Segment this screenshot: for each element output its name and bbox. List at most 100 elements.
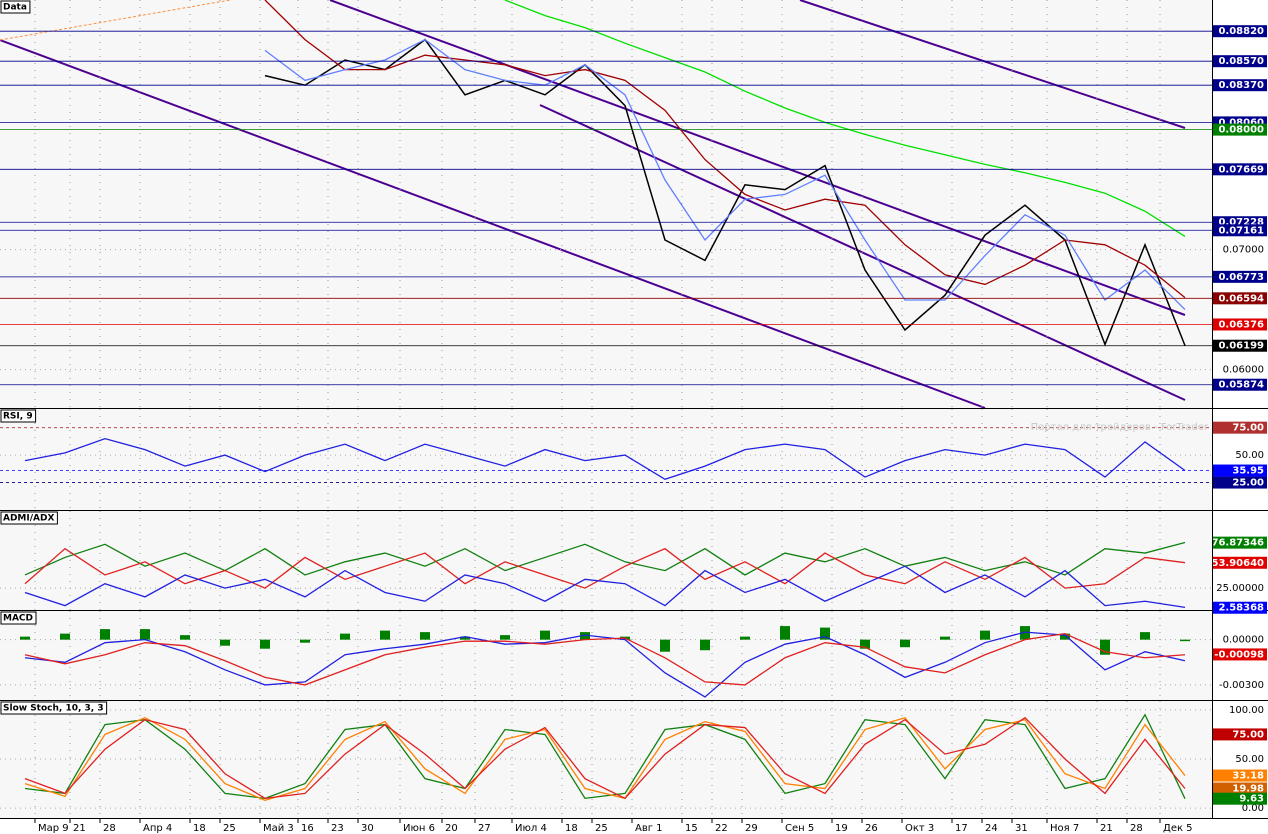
level-label: 0.07669 bbox=[1218, 164, 1264, 175]
series-line bbox=[24, 437, 1186, 480]
x-tick-label: Окт 3 bbox=[905, 823, 934, 834]
panel-title-box bbox=[0, 409, 37, 423]
x-tick-label: 18 bbox=[565, 823, 578, 834]
histogram-bar bbox=[260, 639, 270, 649]
histogram-bar bbox=[860, 639, 870, 649]
x-tick-label: Май 3 bbox=[263, 823, 294, 834]
histogram-bar bbox=[1060, 633, 1070, 640]
level-label-box bbox=[1213, 339, 1267, 352]
level-label-box bbox=[1213, 79, 1267, 92]
histogram-bar bbox=[20, 636, 30, 640]
trend-line bbox=[0, 0, 231, 41]
x-tick-label: 22 bbox=[715, 823, 728, 834]
level-label: 33.18 bbox=[1232, 771, 1264, 782]
level-label-box bbox=[1213, 163, 1267, 176]
histogram-bar bbox=[1180, 639, 1190, 642]
histogram-bar bbox=[740, 636, 750, 640]
plot-background bbox=[0, 0, 1212, 834]
x-tick-label: Июн 6 bbox=[403, 823, 435, 834]
level-label-box bbox=[1213, 464, 1267, 477]
x-tick-label: 30 bbox=[361, 823, 374, 834]
x-tick-label: 25 bbox=[223, 823, 236, 834]
histogram-bar bbox=[1100, 639, 1110, 655]
x-tick-label: Апр 4 bbox=[143, 823, 172, 834]
x-tick-label: Июл 4 bbox=[515, 823, 547, 834]
level-label-box bbox=[1213, 421, 1267, 434]
level-label: 0.06199 bbox=[1218, 341, 1264, 352]
level-label-box bbox=[1213, 601, 1267, 614]
panel-title: RSI, 9 bbox=[3, 412, 33, 422]
histogram-bar bbox=[60, 633, 70, 640]
level-label: 35.95 bbox=[1232, 466, 1264, 477]
panel-title: Slow Stoch, 10, 3, 3 bbox=[3, 704, 104, 714]
x-tick-label: 19 bbox=[835, 823, 848, 834]
level-label-box bbox=[1213, 224, 1267, 237]
histogram-bar bbox=[460, 636, 470, 640]
level-label-box bbox=[1213, 55, 1267, 68]
histogram-bar bbox=[580, 632, 590, 640]
x-tick-label: Мар 9 bbox=[38, 823, 69, 834]
level-label-box bbox=[1213, 378, 1267, 391]
x-tick-label: Дек 5 bbox=[1163, 823, 1193, 834]
histogram-bar bbox=[380, 630, 390, 640]
histogram-bar bbox=[1020, 626, 1030, 640]
y-tick-label: 50.00 bbox=[1235, 450, 1264, 461]
x-tick-label: 28 bbox=[103, 823, 116, 834]
series-line bbox=[24, 716, 1186, 800]
level-label: 9.63 bbox=[1239, 794, 1264, 805]
level-label: 0.08000 bbox=[1218, 125, 1264, 136]
level-label: -0.00098 bbox=[1214, 649, 1264, 660]
histogram-bar bbox=[820, 627, 830, 640]
watermark: Портал для трейдеров - ForTrader bbox=[1031, 422, 1209, 433]
series-line bbox=[24, 541, 1186, 576]
histogram-bar bbox=[300, 639, 310, 643]
level-label: 0.08060 bbox=[1218, 117, 1264, 128]
panel-title: Data bbox=[3, 3, 27, 13]
series-line bbox=[24, 632, 1186, 686]
x-tick-label: 27 bbox=[478, 823, 491, 834]
panel-title-box bbox=[0, 701, 108, 715]
level-label: 76.87346 bbox=[1211, 538, 1264, 549]
x-tick-label: 18 bbox=[193, 823, 206, 834]
level-label: 0.08370 bbox=[1218, 80, 1264, 91]
level-label-box bbox=[1213, 648, 1267, 661]
histogram-bar bbox=[700, 639, 710, 651]
level-label-box bbox=[1213, 782, 1267, 795]
channel-line bbox=[329, 0, 1186, 316]
histogram-bar bbox=[420, 632, 430, 640]
series-line bbox=[24, 565, 1186, 609]
level-label: 75.00 bbox=[1232, 729, 1264, 740]
y-tick-label: 100.00 bbox=[1229, 705, 1264, 716]
y-tick-label: 0.00000 bbox=[1223, 635, 1264, 646]
level-label: 0.08570 bbox=[1218, 56, 1264, 67]
histogram-bar bbox=[500, 635, 510, 640]
level-label-box bbox=[1213, 728, 1267, 741]
x-axis-band bbox=[0, 819, 1268, 834]
x-tick-label: 25 bbox=[595, 823, 608, 834]
series-line bbox=[24, 547, 1186, 589]
series-line bbox=[264, 38, 1186, 311]
level-label: 0.07161 bbox=[1218, 225, 1264, 236]
histogram-bar bbox=[540, 630, 550, 640]
level-label-box bbox=[1213, 318, 1267, 331]
histogram-bar bbox=[100, 629, 110, 640]
panel-title: MACD bbox=[3, 614, 33, 624]
x-tick-label: 21 bbox=[1100, 823, 1113, 834]
histogram-bar bbox=[220, 639, 230, 646]
x-tick-label: 26 bbox=[865, 823, 878, 834]
y-tick-label: 25.00000 bbox=[1216, 583, 1264, 594]
x-tick-label: Ноя 7 bbox=[1050, 823, 1079, 834]
x-tick-label: 23 bbox=[331, 823, 344, 834]
x-tick-label: 20 bbox=[445, 823, 458, 834]
series-line bbox=[504, 0, 1186, 237]
level-label-box bbox=[1213, 123, 1267, 136]
level-label: 0.06376 bbox=[1218, 319, 1264, 330]
series-line bbox=[264, 0, 1186, 299]
histogram-bar bbox=[900, 639, 910, 648]
histogram-bar bbox=[940, 636, 950, 640]
level-label: 53.90640 bbox=[1211, 558, 1264, 569]
series-line bbox=[24, 716, 1186, 801]
x-tick-label: Авг 1 bbox=[635, 823, 663, 834]
histogram-bar bbox=[340, 633, 350, 640]
